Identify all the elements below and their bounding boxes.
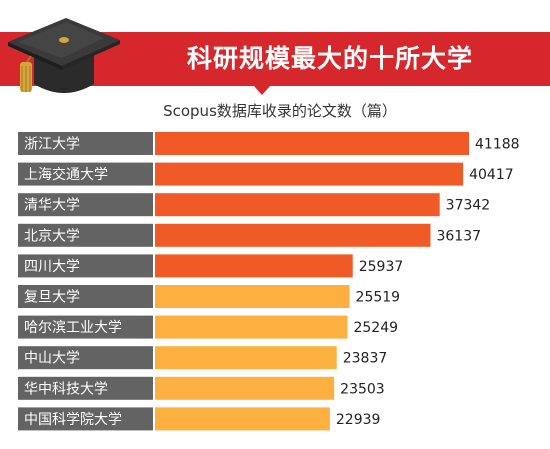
bar	[155, 346, 337, 370]
category-label: 浙江大学	[24, 137, 80, 153]
bar	[155, 162, 464, 186]
banner-pointer	[253, 85, 271, 95]
category-label-bg	[18, 132, 153, 155]
data-label: 23837	[343, 351, 388, 367]
graduation-cap-icon	[8, 18, 120, 93]
category-label-bg	[18, 315, 153, 339]
category-label-bg	[18, 407, 153, 431]
chart-subtitle: Scopus数据库收录的论文数（篇）	[163, 102, 397, 120]
category-label-bg	[18, 223, 153, 247]
bar	[155, 285, 350, 308]
data-label: 25519	[356, 290, 401, 306]
category-label: 华中科技大学	[24, 381, 108, 397]
category-label-bg	[18, 346, 153, 370]
category-label: 四川大学	[24, 259, 80, 275]
data-label: 25937	[359, 259, 404, 275]
category-label: 上海交通大学	[24, 166, 108, 183]
data-label: 22939	[336, 412, 381, 428]
category-label: 中国科学院大学	[24, 412, 122, 428]
data-label: 41188	[475, 137, 520, 153]
chart-title: 科研规模最大的十所大学	[186, 44, 473, 73]
category-label: 中山大学	[24, 351, 80, 367]
data-label: 25249	[353, 320, 398, 336]
bar	[155, 193, 440, 217]
data-label: 40417	[469, 167, 514, 183]
category-label-bg	[18, 162, 153, 186]
category-label-bg	[18, 376, 153, 400]
bar	[155, 315, 348, 339]
bar	[155, 254, 353, 278]
bar	[155, 376, 335, 400]
category-label: 北京大学	[24, 228, 80, 244]
bar	[155, 223, 431, 247]
category-label-bg	[18, 254, 153, 278]
category-label: 复旦大学	[24, 289, 80, 306]
category-label: 哈尔滨工业大学	[24, 320, 122, 336]
data-label: 36137	[436, 228, 481, 244]
bar	[155, 407, 330, 431]
data-label: 37342	[446, 198, 491, 214]
category-label: 清华大学	[24, 198, 80, 214]
data-label: 23503	[340, 381, 385, 397]
bar	[155, 132, 469, 155]
category-label-bg	[18, 285, 153, 308]
category-label-bg	[18, 193, 153, 217]
